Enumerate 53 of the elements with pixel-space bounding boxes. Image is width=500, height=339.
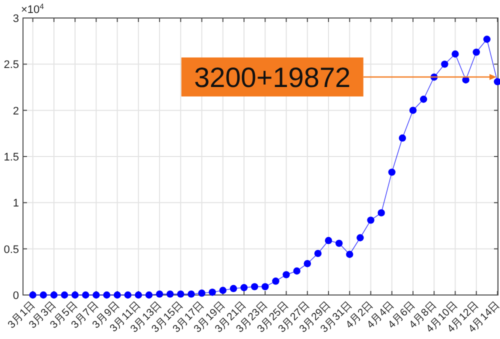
point [188,290,195,298]
point [409,106,417,114]
point [103,291,110,299]
annotation: 3200+19872 [194,62,351,93]
point [71,291,79,299]
point [134,291,142,299]
point [272,278,280,285]
point [282,271,290,278]
annotation: 3200+19872 [181,57,496,96]
y-tick-label: 1 [12,198,19,210]
point [60,291,68,299]
point [219,286,227,294]
point [177,290,184,298]
point [494,78,500,86]
y-tick-label: 0 [12,290,19,302]
point [29,291,36,299]
point [324,236,332,244]
point [92,291,100,299]
point [356,234,364,242]
annotation: ×10$^{4}$ [21,2,44,16]
point [293,267,300,275]
y-tick-label: 3 [12,13,19,25]
point [378,209,385,216]
point [483,36,491,43]
point [156,290,164,298]
point [262,283,269,290]
point [420,96,428,103]
point [208,288,216,296]
y-tick-label: 2.5 [4,59,19,72]
point [230,284,238,292]
point [367,216,374,224]
point [250,283,258,290]
point [452,50,459,58]
point [198,290,206,297]
y-tick-label: 0.5 [4,244,19,256]
point [472,48,480,56]
y-tick-label: 1.5 [4,152,19,164]
point [335,240,343,247]
point [114,291,121,299]
point [314,250,322,258]
point [124,291,132,299]
point [441,60,448,68]
point [304,260,311,268]
point [240,284,248,292]
point [82,291,90,299]
y-tick-label: 2 [12,105,19,118]
point [166,290,174,298]
point [40,291,47,299]
point [50,291,58,299]
point [388,168,396,176]
point [145,291,153,299]
point [346,250,354,258]
point [398,134,406,142]
